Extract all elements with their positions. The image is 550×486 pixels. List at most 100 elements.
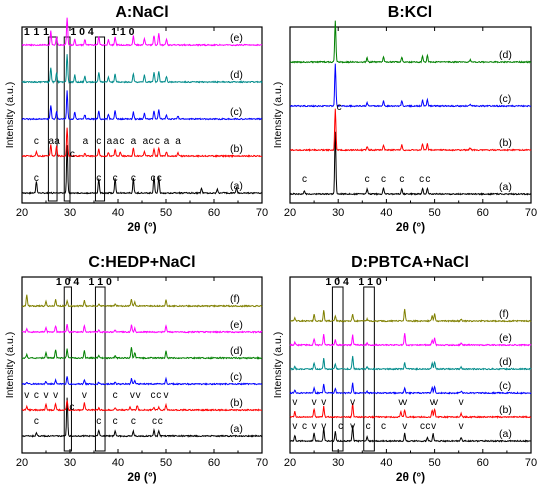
phase-annotation: c: [113, 390, 118, 401]
series-line: [290, 308, 532, 323]
x-tick-label: 60: [477, 457, 489, 469]
series-label: (d): [230, 69, 243, 81]
phase-annotation: a: [175, 136, 181, 147]
miller-index-label: 1 0 4: [326, 276, 350, 288]
x-tick-label: 20: [284, 457, 296, 469]
panel-2: C:HEDP+NaCl 20 30 40 50 60 70 2θ (°) Intensity (…: [4, 254, 268, 484]
phase-annotation: c: [151, 390, 156, 401]
panel-title: C:HEDP+NaCl: [88, 254, 195, 271]
phase-annotation: a: [113, 136, 119, 147]
phase-annotation: v: [459, 421, 464, 432]
phase-annotation: c: [302, 421, 307, 432]
x-tick-label: 40: [380, 457, 392, 469]
series-label: (e): [499, 332, 512, 344]
phase-annotation: v: [433, 397, 438, 408]
y-axis-label: Intensity (a.u.): [4, 332, 16, 399]
phase-annotation: a: [131, 136, 137, 147]
panel-3: D:PBTCA+NaCl 20 30 40 50 60 70 2θ (°) Intensity …: [272, 254, 537, 484]
series-line: [289, 131, 532, 196]
phase-annotation: c: [96, 416, 101, 427]
phase-annotation: c: [34, 390, 39, 401]
phase-annotation: v: [292, 421, 297, 432]
series-line: [21, 323, 263, 334]
phase-annotation: c: [425, 174, 430, 185]
series-label: (a): [499, 428, 512, 440]
series-label: (b): [499, 404, 512, 416]
series-label: (e): [230, 32, 243, 44]
phase-annotation: v: [312, 421, 317, 432]
series-line: [21, 347, 263, 360]
phase-annotation: c: [337, 102, 342, 113]
x-tick-label: 20: [16, 457, 28, 469]
series-label: (f): [499, 308, 509, 320]
phase-annotation: c: [149, 136, 154, 147]
x-tick-label: 30: [64, 457, 76, 469]
panel-1: B:KCl 20 30 40 50 60 70 2θ (°) Intensity (a.u.) (…: [272, 4, 537, 234]
phase-annotation: c: [70, 149, 75, 160]
x-tick-label: 60: [208, 457, 220, 469]
series-label: (a): [230, 423, 243, 435]
phase-annotation: v: [136, 390, 141, 401]
x-tick-label: 30: [332, 207, 344, 219]
phase-annotation: c: [113, 173, 118, 184]
series-line: [289, 333, 532, 347]
series-line: [21, 127, 263, 158]
phase-annotation: c: [96, 136, 101, 147]
phase-annotation: v: [130, 390, 135, 401]
series-label: (a): [499, 181, 512, 193]
plot-frame: [21, 276, 263, 454]
x-tick-label: 70: [256, 207, 268, 219]
phase-annotation: v: [402, 397, 407, 408]
highlight-box: [94, 286, 106, 452]
phase-annotation: c: [157, 173, 162, 184]
phase-annotation: c: [131, 416, 136, 427]
x-tick-label: 40: [380, 207, 392, 219]
series-label: (c): [230, 106, 242, 118]
phase-annotation: v: [431, 421, 436, 432]
x-axis-label: 2θ (°): [396, 470, 425, 484]
series-line: [289, 382, 532, 395]
series-label: (c): [230, 371, 242, 383]
panel-title: D:PBTCA+NaCl: [351, 254, 469, 271]
x-tick-label: 40: [112, 457, 124, 469]
phase-annotation: v: [321, 421, 326, 432]
phase-annotation: v: [164, 390, 169, 401]
phase-annotation: c: [419, 174, 424, 185]
x-tick-label: 70: [525, 207, 537, 219]
miller-index-label: 1 1 0: [89, 276, 113, 288]
phase-annotation: c: [338, 421, 343, 432]
highlight-box: [63, 286, 72, 452]
y-axis-label: Intensity (a.u.): [272, 332, 284, 399]
phase-annotation: c: [34, 416, 39, 427]
x-tick-label: 70: [525, 457, 537, 469]
series-label: (b): [230, 397, 243, 409]
series-line: [21, 90, 263, 121]
miller-index-label: 1: [33, 26, 39, 38]
x-tick-label: 30: [64, 207, 76, 219]
phase-annotation: a: [143, 136, 149, 147]
miller-index-label: 1 0 4: [56, 276, 80, 288]
series-label: (f): [230, 293, 240, 305]
phase-annotation: c: [152, 416, 157, 427]
x-axis-label: 2θ (°): [396, 220, 425, 234]
phase-annotation: v: [402, 421, 407, 432]
phase-annotation: c: [69, 402, 74, 413]
x-tick-label: 40: [112, 207, 124, 219]
phase-annotation: a: [48, 136, 54, 147]
phase-annotation: a: [54, 136, 60, 147]
series-label: (e): [230, 319, 243, 331]
phase-annotation: c: [156, 390, 161, 401]
series-line: [289, 425, 532, 443]
series-line: [289, 63, 532, 108]
x-axis-label: 2θ (°): [127, 470, 156, 484]
series-label: (a): [230, 180, 243, 192]
series-label: (d): [499, 49, 512, 61]
x-tick-label: 60: [477, 207, 489, 219]
phase-annotation: c: [399, 174, 404, 185]
x-tick-label: 30: [332, 457, 344, 469]
phase-annotation: c: [131, 173, 136, 184]
phase-annotation: v: [312, 397, 317, 408]
phase-annotation: c: [302, 174, 307, 185]
phase-annotation: v: [24, 390, 29, 401]
x-tick-label: 50: [160, 207, 172, 219]
